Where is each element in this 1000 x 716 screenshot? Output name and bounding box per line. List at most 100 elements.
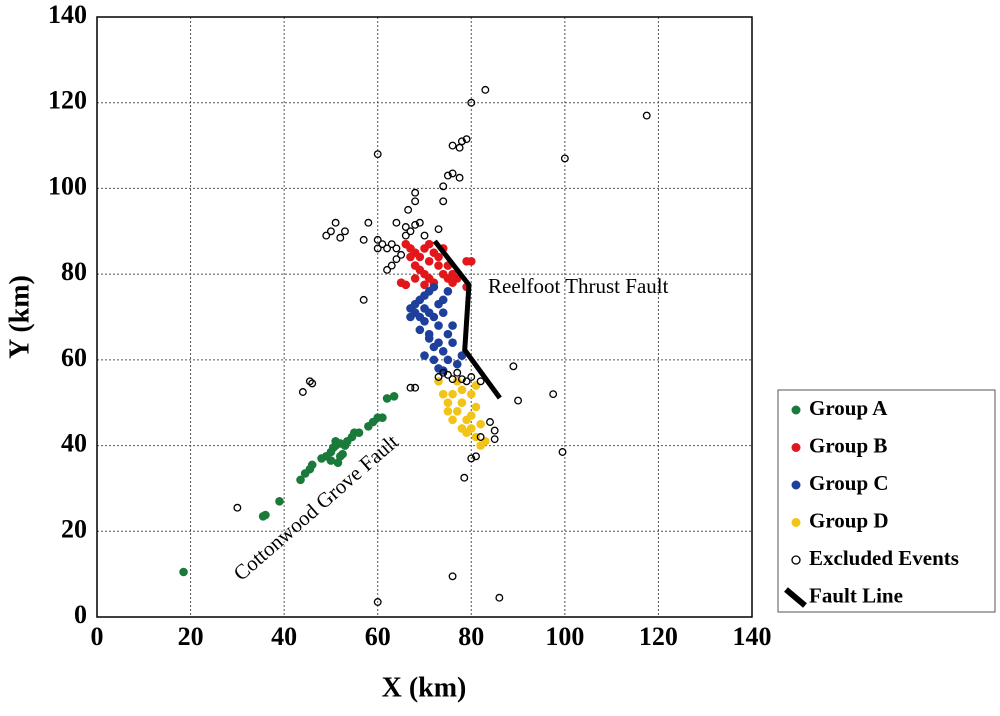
point (424, 308, 434, 318)
point (466, 256, 476, 266)
point (429, 342, 439, 352)
point (452, 376, 462, 386)
point (373, 235, 382, 244)
legend-label: Group C (809, 471, 889, 495)
point (331, 218, 340, 227)
point (383, 244, 392, 253)
point (443, 355, 453, 365)
point (467, 373, 476, 381)
point (448, 375, 457, 384)
point (481, 85, 490, 94)
point (420, 231, 429, 240)
point (443, 286, 453, 296)
point (322, 231, 331, 240)
y-tick-label: 120 (48, 86, 87, 115)
point (411, 383, 420, 392)
point (338, 449, 347, 459)
point (448, 389, 457, 399)
point (434, 321, 443, 330)
legend-label: Fault Line (809, 583, 903, 607)
point (434, 373, 443, 381)
point (387, 240, 396, 249)
legend-label: Group A (809, 396, 888, 420)
x-tick-label: 20 (178, 622, 204, 651)
point (233, 503, 242, 512)
point (354, 428, 364, 438)
legend-swatch (791, 405, 801, 415)
point (438, 346, 448, 356)
point (373, 598, 382, 606)
point (481, 436, 490, 446)
point (509, 362, 518, 371)
point (406, 227, 415, 236)
y-tick-label: 100 (48, 171, 87, 200)
point (387, 261, 396, 270)
point (336, 233, 345, 242)
point (410, 274, 420, 283)
point (359, 235, 368, 244)
point (434, 252, 443, 262)
point (439, 197, 448, 206)
point (397, 250, 406, 259)
legend-swatch (784, 587, 807, 608)
point (558, 448, 567, 456)
point (373, 244, 382, 253)
point (457, 424, 467, 433)
y-tick-label: 80 (61, 257, 87, 286)
point (411, 220, 420, 229)
point (439, 368, 448, 377)
x-tick-label: 100 (545, 622, 584, 651)
point (460, 473, 469, 482)
point (466, 411, 476, 420)
point (438, 308, 448, 318)
point (378, 240, 387, 249)
point (452, 406, 462, 416)
legend-swatch (791, 480, 801, 490)
point (457, 385, 467, 395)
point (560, 154, 569, 163)
point (373, 150, 382, 159)
point (457, 351, 467, 360)
legend-swatch (791, 443, 801, 452)
point (415, 312, 425, 322)
point (490, 426, 499, 435)
point (448, 169, 457, 178)
point (438, 389, 448, 399)
y-tick-label: 140 (48, 0, 87, 29)
point (401, 280, 411, 290)
point (476, 377, 485, 386)
x-tick-label: 80 (458, 622, 484, 651)
point (401, 223, 410, 231)
point (443, 370, 452, 379)
point (448, 278, 457, 288)
point (455, 143, 464, 152)
point (467, 454, 476, 463)
point (472, 452, 480, 461)
point (392, 255, 401, 264)
point (443, 171, 452, 180)
point (448, 141, 457, 150)
point (406, 383, 415, 392)
y-tick-label: 60 (61, 343, 87, 372)
point (457, 398, 467, 408)
point (298, 388, 307, 396)
point (424, 239, 434, 249)
point (406, 312, 415, 322)
point (308, 379, 317, 388)
point (179, 567, 188, 577)
point (549, 390, 558, 399)
point (434, 261, 443, 270)
point (261, 510, 270, 520)
x-tick-label: 0 (91, 622, 104, 651)
point (275, 496, 284, 506)
point (326, 456, 336, 465)
point (438, 295, 448, 305)
point (457, 375, 466, 384)
point (341, 227, 349, 236)
point (443, 398, 453, 408)
point (401, 231, 410, 240)
point (406, 252, 415, 262)
point (462, 377, 471, 386)
legend-label: Excluded Events (809, 546, 959, 570)
